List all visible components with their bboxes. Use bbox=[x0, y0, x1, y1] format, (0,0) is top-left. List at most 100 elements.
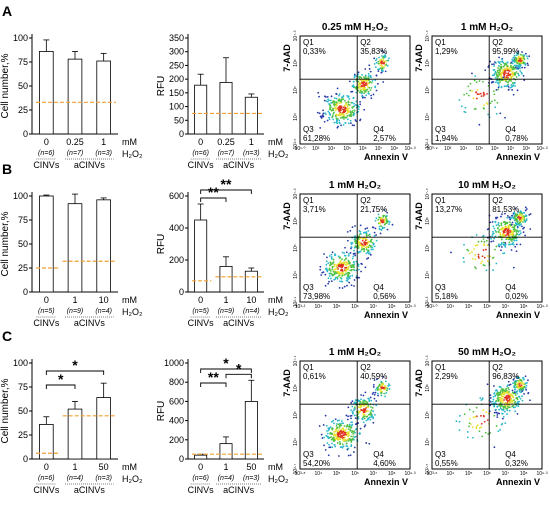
flow-event bbox=[489, 394, 492, 397]
flow-event bbox=[501, 77, 503, 80]
quadrant-q3-value: 54,20% bbox=[303, 459, 330, 468]
flow-event bbox=[348, 425, 351, 427]
flow-event bbox=[525, 218, 528, 220]
flow-event bbox=[519, 58, 522, 60]
flow-event bbox=[521, 51, 523, 53]
flow-event bbox=[336, 263, 339, 266]
flow-event bbox=[337, 430, 339, 433]
flow-event bbox=[343, 434, 345, 437]
flow-event bbox=[472, 416, 475, 419]
flow-event bbox=[384, 395, 387, 398]
flow-event bbox=[345, 432, 348, 435]
flow-event bbox=[471, 257, 474, 260]
flow-x-axis-label: Annexin V bbox=[496, 310, 540, 320]
flow-event bbox=[369, 89, 372, 92]
flow-event bbox=[371, 241, 374, 244]
flow-event bbox=[360, 409, 363, 411]
flow-event bbox=[497, 243, 500, 246]
flow-event bbox=[357, 110, 360, 113]
significance-bracket bbox=[45, 384, 76, 389]
quadrant-q3-label: Q3 bbox=[435, 125, 446, 134]
flow-event bbox=[493, 405, 496, 408]
significance-bracket bbox=[200, 189, 252, 194]
quadrant-q4-label: Q4 bbox=[505, 450, 516, 459]
flow-event bbox=[346, 239, 349, 242]
flow-event bbox=[464, 111, 467, 114]
y-tick-label: 300 bbox=[169, 47, 184, 57]
flow-event bbox=[333, 121, 336, 124]
flow-event bbox=[367, 397, 370, 400]
flow-event bbox=[369, 396, 372, 399]
flow-event bbox=[343, 114, 346, 117]
flow-event bbox=[370, 86, 373, 89]
flow-event bbox=[366, 257, 368, 260]
flow-event bbox=[345, 428, 347, 431]
flow-event bbox=[528, 55, 531, 58]
flow-event bbox=[362, 413, 365, 416]
flow-event bbox=[364, 74, 367, 77]
flow-event bbox=[358, 82, 361, 85]
flow-y-axis-label: 7-AAD bbox=[414, 44, 424, 72]
flow-event bbox=[338, 98, 341, 101]
flow-event bbox=[333, 430, 336, 433]
flow-event bbox=[504, 223, 507, 226]
flow-event bbox=[524, 52, 527, 55]
flow-event bbox=[520, 391, 523, 394]
flow-event bbox=[474, 254, 476, 256]
flow-event bbox=[480, 240, 483, 243]
flow-event bbox=[502, 241, 505, 244]
flow-event bbox=[369, 70, 372, 73]
flow-x-tick-label: 10⁵ bbox=[333, 304, 341, 310]
flow-event bbox=[491, 74, 494, 77]
quadrant-q1-label: Q1 bbox=[303, 38, 314, 47]
flow-event bbox=[350, 444, 353, 447]
flow-event bbox=[334, 434, 337, 437]
quadrant-q4-label: Q4 bbox=[505, 125, 516, 134]
flow-event bbox=[342, 98, 345, 101]
flow-event bbox=[502, 243, 505, 246]
flow-event bbox=[382, 58, 385, 61]
flow-event bbox=[331, 268, 334, 271]
flow-event bbox=[484, 69, 487, 72]
flow-x-axis-label: Annexin V bbox=[496, 152, 540, 162]
flow-event bbox=[475, 406, 478, 409]
n-label: (n=4) bbox=[95, 308, 112, 315]
flow-event bbox=[512, 84, 515, 87]
flow-event bbox=[499, 233, 502, 235]
bar bbox=[194, 84, 208, 135]
flow-event bbox=[358, 250, 361, 253]
flow-event bbox=[337, 423, 340, 426]
n-label: (n=3) bbox=[243, 150, 260, 157]
flow-x-tick-label: 10⁷ bbox=[502, 471, 510, 477]
flow-event bbox=[500, 243, 503, 246]
flow-event bbox=[339, 101, 342, 104]
flow-event bbox=[458, 414, 461, 417]
flow-event bbox=[496, 414, 499, 416]
n-label: (n=9) bbox=[67, 308, 84, 315]
flow-x-tick-label: 10⁹·³ bbox=[536, 304, 547, 310]
flow-event bbox=[360, 76, 363, 79]
flow-event bbox=[508, 70, 511, 72]
flow-event bbox=[511, 89, 514, 91]
flow-event bbox=[483, 243, 485, 246]
flow-event bbox=[482, 409, 485, 412]
flow-event bbox=[499, 402, 502, 405]
flow-event bbox=[517, 53, 519, 56]
flow-x-tick-label: 10⁵ bbox=[475, 146, 483, 152]
quadrant-q4-value: 0,78% bbox=[505, 134, 528, 143]
flow-event bbox=[354, 242, 357, 245]
flow-x-tick-label: 10⁹·³ bbox=[404, 304, 415, 310]
flow-event bbox=[506, 231, 509, 234]
flow-event bbox=[382, 51, 385, 54]
flow-event bbox=[336, 108, 338, 111]
flow-event bbox=[528, 213, 531, 216]
flow-event bbox=[358, 91, 361, 94]
flow-event bbox=[357, 263, 360, 266]
flow-event bbox=[511, 216, 514, 219]
flow-event bbox=[354, 225, 356, 227]
flow-event bbox=[383, 223, 386, 226]
flow-x-tick-label: 10⁸ bbox=[388, 304, 396, 310]
flow-event bbox=[362, 96, 364, 99]
flow-y-tick-label: 10²·¹ bbox=[293, 296, 299, 307]
flow-event bbox=[383, 209, 386, 211]
